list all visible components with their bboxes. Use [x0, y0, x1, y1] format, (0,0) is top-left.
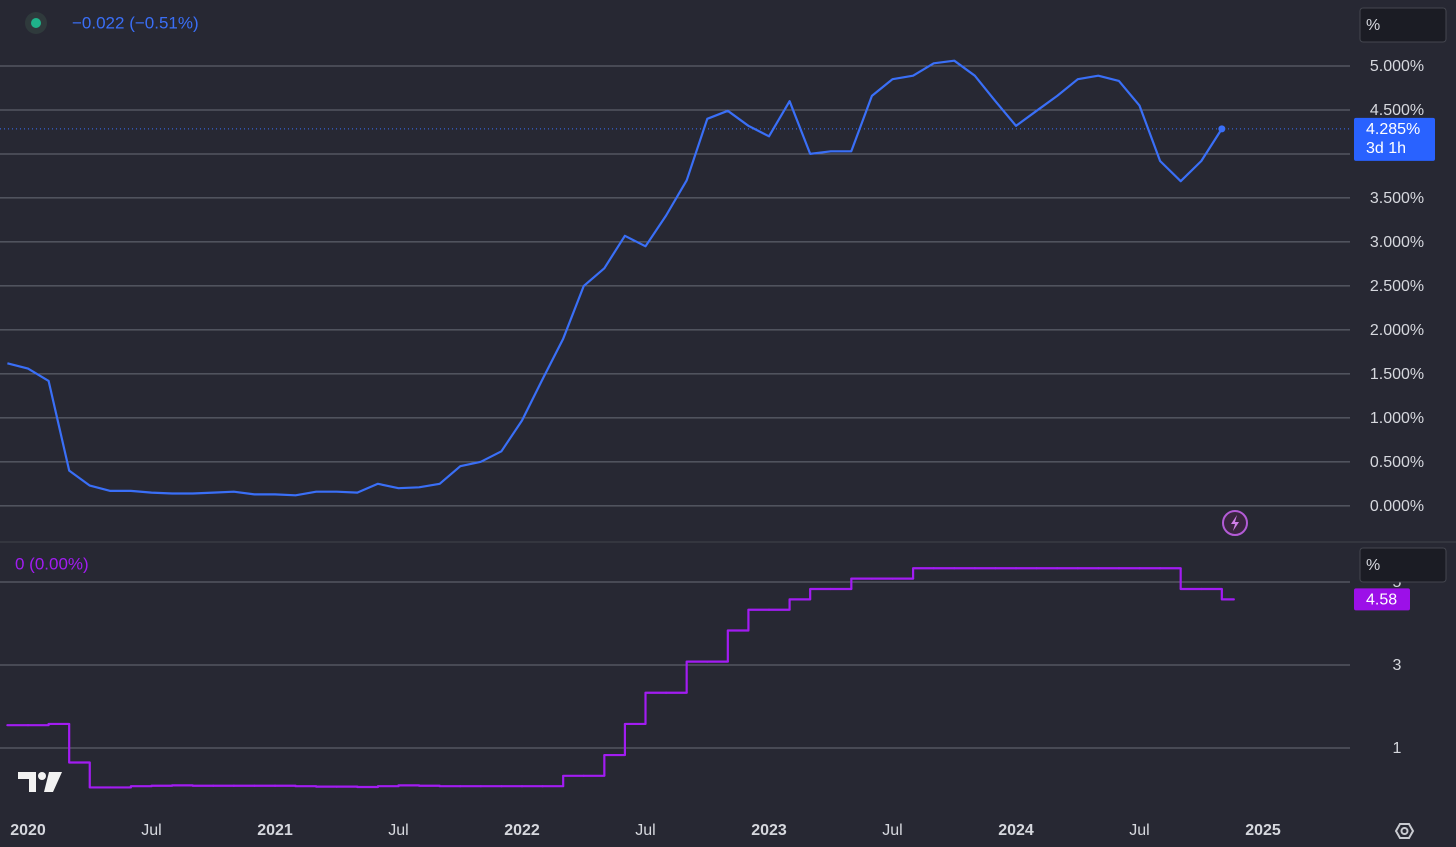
last-value-note: 3d 1h: [1366, 140, 1406, 157]
tradingview-logo[interactable]: [18, 772, 62, 792]
price-line: [7, 59, 1223, 497]
x-tick-label: Jul: [388, 822, 408, 839]
last-point: [1218, 125, 1226, 133]
y-tick-label: 3: [1393, 657, 1402, 674]
unit-box: [1359, 547, 1447, 583]
last-value-label: 4.285%: [1366, 121, 1420, 138]
y-tick-label: 5: [1393, 574, 1402, 591]
y-tick-label: 1.000%: [1370, 410, 1424, 427]
y-tick-label: 3.000%: [1370, 234, 1424, 251]
unit-box: [1359, 7, 1447, 43]
unit-label: %: [1366, 17, 1380, 34]
y-tick-label: 2.500%: [1370, 278, 1424, 295]
pane-header: −0.022 (−0.51%): [72, 13, 199, 32]
unit-label: %: [1366, 557, 1380, 574]
x-tick-label: Jul: [635, 822, 655, 839]
y-tick-label: 1: [1393, 740, 1402, 757]
y-tick-label: 5.000%: [1370, 58, 1424, 75]
x-tick-label: 2021: [257, 822, 293, 839]
logo-t[interactable]: [18, 772, 36, 792]
x-tick-label: 2020: [10, 822, 46, 839]
y-tick-label: 0.000%: [1370, 498, 1424, 515]
x-tick-label: Jul: [141, 822, 161, 839]
y-tick-label: 0.500%: [1370, 454, 1424, 471]
logo-dot[interactable]: [38, 772, 46, 780]
y-tick-label: 1.500%: [1370, 366, 1424, 383]
settings-icon[interactable]: [1394, 823, 1415, 839]
x-tick-label: Jul: [882, 822, 902, 839]
x-tick-label: 2023: [751, 822, 787, 839]
settings-hole[interactable]: [1400, 827, 1409, 835]
status-dot: [31, 18, 41, 28]
settings-hex[interactable]: [1394, 823, 1415, 839]
last-value-label: 4.58: [1366, 592, 1397, 609]
x-tick-label: Jul: [1129, 822, 1149, 839]
y-tick-label: 4.500%: [1370, 102, 1424, 119]
y-tick-label: 2.000%: [1370, 322, 1424, 339]
last-value-box: [1354, 117, 1435, 161]
lightning-icon[interactable]: [1222, 510, 1248, 536]
x-tick-label: 2024: [998, 822, 1034, 839]
x-tick-label: 2025: [1245, 822, 1281, 839]
x-tick-label: 2022: [504, 822, 540, 839]
lightning-bolt[interactable]: [1231, 515, 1239, 531]
pane-header: 0 (0.00%): [15, 554, 89, 573]
y-tick-label: 3.500%: [1370, 190, 1424, 207]
last-value-box: [1354, 588, 1410, 611]
logo-v[interactable]: [44, 772, 62, 792]
